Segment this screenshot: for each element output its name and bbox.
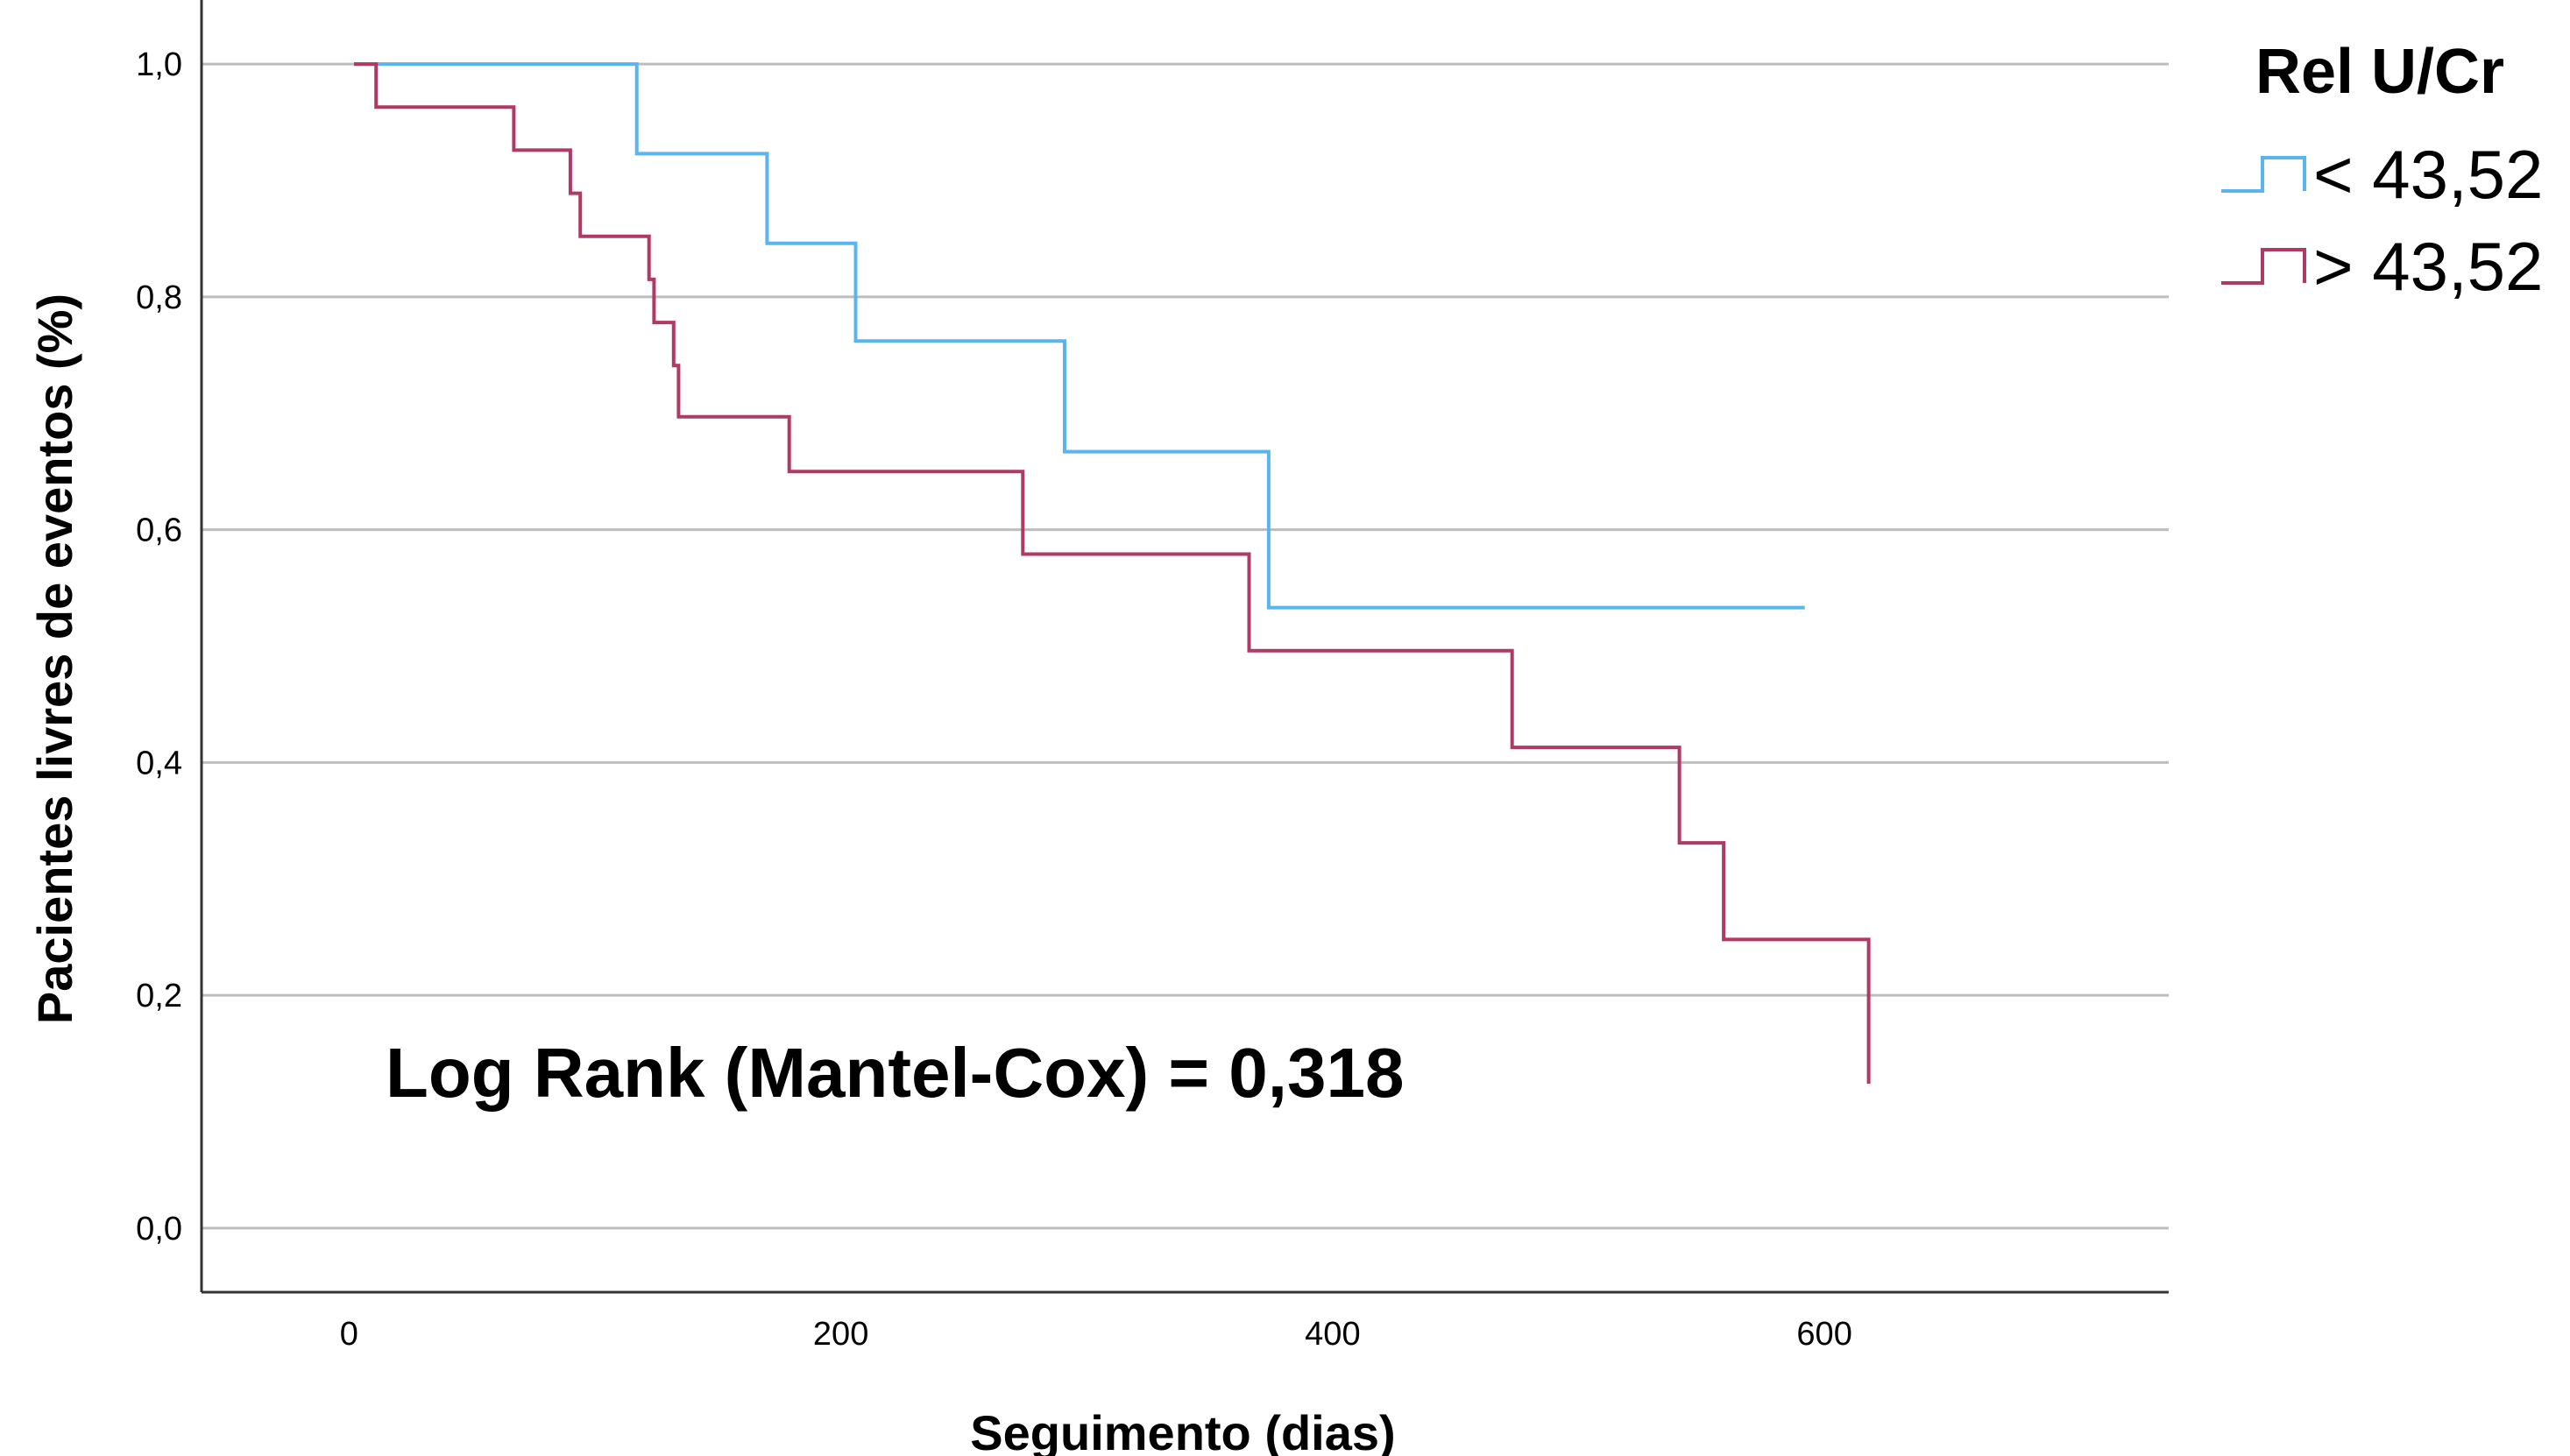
x-tick-label: 0 [340,1316,358,1353]
x-tick-label: 600 [1796,1316,1851,1353]
y-axis-label: Pacientes livres de eventos (%) [27,293,82,1024]
y-tick-label: 0,8 [136,279,182,316]
x-tick-label: 400 [1305,1316,1360,1353]
axes [200,0,2169,1294]
legend: Rel U/Cr < 43,52 > 43,52 [2221,37,2543,305]
legend-item-1: < 43,52 [2221,136,2543,213]
y-tick-label: 0,6 [136,512,182,549]
x-axis-label: Seguimento (dias) [970,1405,1395,1456]
y-tick-label: 0,0 [136,1211,182,1247]
x-tick-labels: 0 200 400 600 [340,1316,1852,1353]
series-line-1 [354,62,1805,610]
y-tick-label: 0,2 [136,978,182,1014]
series-lines [354,62,1871,1085]
legend-label: < 43,52 [2313,136,2543,213]
x-tick-label: 200 [813,1316,868,1353]
legend-title: Rel U/Cr [2255,37,2504,107]
series-line-2 [354,62,1871,1085]
y-tick-label: 1,0 [136,46,182,83]
legend-swatch [2221,156,2306,193]
y-tick-label: 0,4 [136,745,182,781]
legend-label: > 43,52 [2313,228,2543,305]
legend-items: < 43,52 > 43,52 [2221,136,2543,305]
legend-swatch [2221,248,2306,285]
y-tick-labels: 0,0 0,2 0,4 0,6 0,8 1,0 [136,46,182,1247]
legend-item-2: > 43,52 [2221,228,2543,305]
log-rank-annotation: Log Rank (Mantel-Cox) = 0,318 [386,1034,1404,1112]
